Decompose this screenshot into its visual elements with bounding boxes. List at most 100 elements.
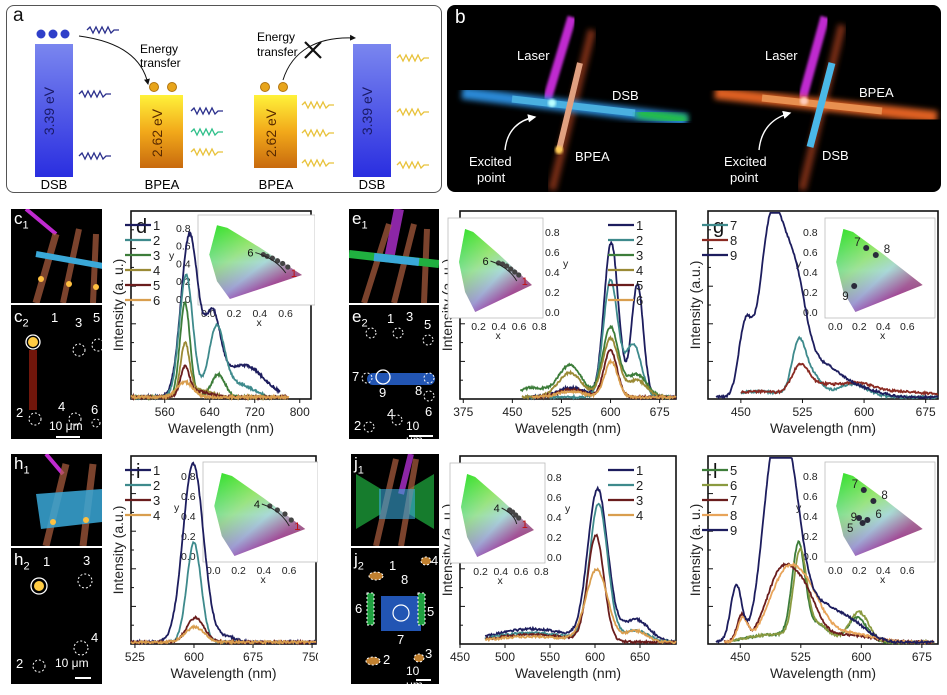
point-label: 4 bbox=[91, 630, 99, 645]
cie-xtick: 0.2 bbox=[852, 321, 867, 333]
spectrum-chart-f: f375450525600675Wavelength (nm)Intensity… bbox=[439, 205, 678, 443]
bpea-energy-right: 2.62 eV bbox=[263, 108, 279, 157]
label-h1: h bbox=[14, 454, 24, 473]
cie-point bbox=[280, 260, 286, 267]
legend-label: 2 bbox=[153, 478, 160, 493]
legend-label: 3 bbox=[636, 493, 643, 508]
x-axis-label: Wavelength (nm) bbox=[170, 665, 276, 681]
cie-end-label: 4 bbox=[254, 499, 260, 511]
x-tick-label: 600 bbox=[184, 650, 204, 664]
dsb-energy-right: 3.39 eV bbox=[359, 86, 375, 135]
sub-h1: 1 bbox=[23, 464, 30, 477]
x-tick-label: 525 bbox=[792, 405, 812, 419]
bpea-energy-left: 2.62 eV bbox=[149, 108, 165, 157]
transfer-label-right-1: Energy bbox=[257, 30, 295, 44]
chart-svg-d: d 560 640 720 800 Wavelength (nm) Intensity (a… bbox=[110, 210, 316, 436]
cie-point-label: 7 bbox=[852, 479, 858, 491]
x-tick-label: 450 bbox=[450, 650, 470, 664]
series-line-8 bbox=[740, 362, 939, 396]
blocked-cross-icon bbox=[304, 41, 322, 59]
cie-point bbox=[859, 520, 866, 526]
cie-xlabel: x bbox=[257, 317, 263, 329]
panel-label-e1: e1 bbox=[352, 209, 368, 231]
y-axis-label: Intensity (a. u.) bbox=[110, 259, 126, 352]
waveguide-photos: Laser DSB BPEA Excited point Laser BPEA … bbox=[461, 15, 938, 191]
point-label: 2 bbox=[354, 418, 362, 433]
series-line-9 bbox=[715, 212, 939, 401]
cie-ytick: 0.8 bbox=[547, 472, 562, 484]
cie-ylabel: y bbox=[565, 503, 571, 515]
point-label: 6 bbox=[91, 402, 99, 417]
cie-point bbox=[508, 266, 514, 272]
cie-xtick: 0.4 bbox=[494, 566, 509, 578]
label-c2: c bbox=[14, 307, 23, 326]
panel-label-a: a bbox=[13, 5, 24, 26]
panel-label-e2: e2 bbox=[352, 307, 368, 329]
cie-point bbox=[863, 245, 870, 251]
cie-point bbox=[504, 263, 510, 269]
point-label: 2 bbox=[16, 656, 24, 671]
legend-label: 9 bbox=[730, 248, 737, 263]
cie-xtick: 0.8 bbox=[534, 566, 549, 578]
x-tick-label: 525 bbox=[125, 650, 145, 664]
y-axis-label: Intensity (a.u.) bbox=[687, 261, 703, 350]
cie-xtick: 0.2 bbox=[227, 308, 242, 320]
x-tick-label: 675 bbox=[912, 650, 932, 664]
x-tick-label: 450 bbox=[730, 650, 750, 664]
legend-label: 2 bbox=[636, 478, 643, 493]
series-line-1 bbox=[484, 485, 677, 644]
panel-label-g: g bbox=[713, 216, 724, 238]
cie-ytick: 0.6 bbox=[803, 491, 818, 503]
legend-label: 1 bbox=[153, 463, 160, 478]
waveguide-photo-panel: b Laser DSB BPEA Excited point Laser BPE… bbox=[447, 5, 941, 192]
cie-ylabel: y bbox=[174, 502, 180, 514]
cie-point bbox=[507, 507, 513, 513]
point-label: 5 bbox=[93, 310, 101, 325]
micrograph-e1: e1 bbox=[349, 209, 439, 303]
bpea-name-left: BPEA bbox=[145, 177, 180, 192]
cie-xtick: 0.4 bbox=[876, 565, 891, 577]
cie-point bbox=[495, 260, 502, 266]
e2-scene bbox=[361, 327, 435, 437]
spectrum-chart-k: k450500550600650Wavelength (nm)Intensity… bbox=[439, 450, 678, 690]
cie-point bbox=[512, 269, 518, 275]
x-axis-label: Wavelength (nm) bbox=[168, 420, 274, 436]
cie-xtick: 0.4 bbox=[876, 321, 891, 333]
point-label: 6 bbox=[425, 404, 433, 419]
bpea-name-right: BPEA bbox=[259, 177, 294, 192]
series-line-3 bbox=[520, 324, 670, 400]
x-tick-label: 600 bbox=[585, 650, 605, 664]
legend-label: 3 bbox=[153, 248, 160, 263]
series-line-4 bbox=[130, 624, 316, 646]
cie-xlabel: x bbox=[498, 575, 504, 587]
laser-label-right: Laser bbox=[765, 48, 798, 63]
cie-ytick: 0.6 bbox=[176, 241, 191, 253]
cie-xtick: 0.6 bbox=[512, 321, 527, 333]
cie-ylabel: y bbox=[563, 258, 569, 270]
legend-label: 5 bbox=[636, 278, 643, 293]
x-tick-label: 560 bbox=[155, 405, 175, 419]
cie-point-label: 9 bbox=[842, 291, 848, 303]
chart-svg-f: f375450525600675Wavelength (nm)Intensity… bbox=[439, 210, 677, 436]
cie-xtick: 0.2 bbox=[473, 566, 488, 578]
cie-xtick: 0.6 bbox=[514, 566, 529, 578]
label-h2: h bbox=[14, 550, 24, 569]
cie-trend-arrow bbox=[261, 503, 290, 527]
cie-xlabel: x bbox=[261, 574, 267, 586]
cie-point bbox=[282, 511, 288, 517]
legend-label: 4 bbox=[153, 263, 160, 278]
series-line-3 bbox=[130, 615, 317, 646]
cie-start-label: 1 bbox=[522, 276, 528, 288]
cie-point-label: 7 bbox=[854, 237, 860, 249]
series-line-6 bbox=[130, 378, 290, 402]
micrograph-h1: h1 bbox=[11, 454, 102, 546]
cie-trend-arrow bbox=[490, 260, 518, 282]
top-wire-label-right: BPEA bbox=[859, 85, 894, 100]
sub-j1: 1 bbox=[357, 464, 364, 477]
cie-point bbox=[872, 252, 879, 258]
cie-point bbox=[288, 517, 294, 523]
point-label: 7 bbox=[352, 369, 360, 384]
j2-scene bbox=[365, 556, 432, 681]
cie-xlabel: x bbox=[880, 574, 886, 586]
